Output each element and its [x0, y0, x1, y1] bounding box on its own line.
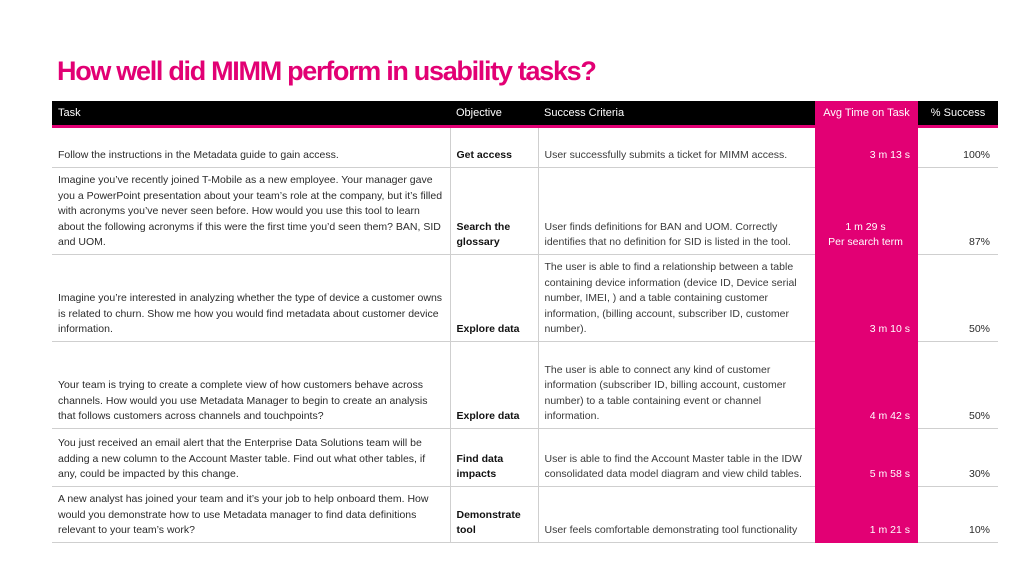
success-cell: 100% [918, 126, 998, 168]
objective-cell: Explore data [450, 341, 539, 429]
objective-cell: Explore data [450, 254, 539, 342]
table-row: Imagine you’ve recently joined T-Mobile … [52, 167, 998, 255]
page-title: How well did MIMM perform in usability t… [57, 56, 597, 86]
success-cell: 50% [918, 254, 998, 342]
criteria-cell: The user is able to find a relationship … [538, 254, 815, 342]
objective-cell: Demonstrate tool [450, 486, 539, 543]
criteria-cell: The user is able to connect any kind of … [538, 341, 815, 429]
header-task: Task [52, 101, 450, 128]
task-cell: Your team is trying to create a complete… [52, 341, 451, 429]
criteria-cell: User finds definitions for BAN and UOM. … [538, 167, 815, 255]
success-cell: 87% [918, 167, 998, 255]
task-cell: Follow the instructions in the Metadata … [52, 126, 451, 168]
task-cell: Imagine you’ve recently joined T-Mobile … [52, 167, 451, 255]
table-row: Imagine you’re interested in analyzing w… [52, 254, 998, 342]
objective-cell: Get access [450, 126, 539, 168]
success-cell: 10% [918, 486, 998, 543]
avg-time-cell: 1 m 29 s Per search term [815, 167, 918, 255]
header-avg-time: Avg Time on Task [815, 101, 918, 128]
usability-tasks-table: Task Objective Success Criteria Avg Time… [52, 101, 998, 543]
success-cell: 30% [918, 428, 998, 487]
avg-time-note: Per search term [828, 236, 903, 249]
task-cell: Imagine you’re interested in analyzing w… [52, 254, 451, 342]
table-row: A new analyst has joined your team and i… [52, 486, 998, 543]
criteria-cell: User successfully submits a ticket for M… [538, 126, 815, 168]
criteria-cell: User feels comfortable demonstrating too… [538, 486, 815, 543]
objective-cell: Find data impacts [450, 428, 539, 487]
avg-time-cell: 3 m 10 s [815, 254, 918, 342]
avg-time-value: 1 m 29 s [845, 220, 886, 233]
avg-time-cell: 3 m 13 s [815, 126, 918, 168]
header-success-rate: % Success [918, 101, 998, 128]
table-row: Your team is trying to create a complete… [52, 341, 998, 429]
task-cell: You just received an email alert that th… [52, 428, 451, 487]
table-row: You just received an email alert that th… [52, 428, 998, 487]
objective-cell: Search the glossary [450, 167, 539, 255]
avg-time-cell: 5 m 58 s [815, 428, 918, 487]
avg-time-cell: 1 m 21 s [815, 486, 918, 543]
criteria-cell: User is able to find the Account Master … [538, 428, 815, 487]
header-success-criteria: Success Criteria [538, 101, 815, 128]
header-objective: Objective [450, 101, 538, 128]
table-row: Follow the instructions in the Metadata … [52, 126, 998, 168]
avg-time-cell: 4 m 42 s [815, 341, 918, 429]
table-header-row: Task Objective Success Criteria Avg Time… [52, 101, 998, 128]
task-cell: A new analyst has joined your team and i… [52, 486, 451, 543]
success-cell: 50% [918, 341, 998, 429]
